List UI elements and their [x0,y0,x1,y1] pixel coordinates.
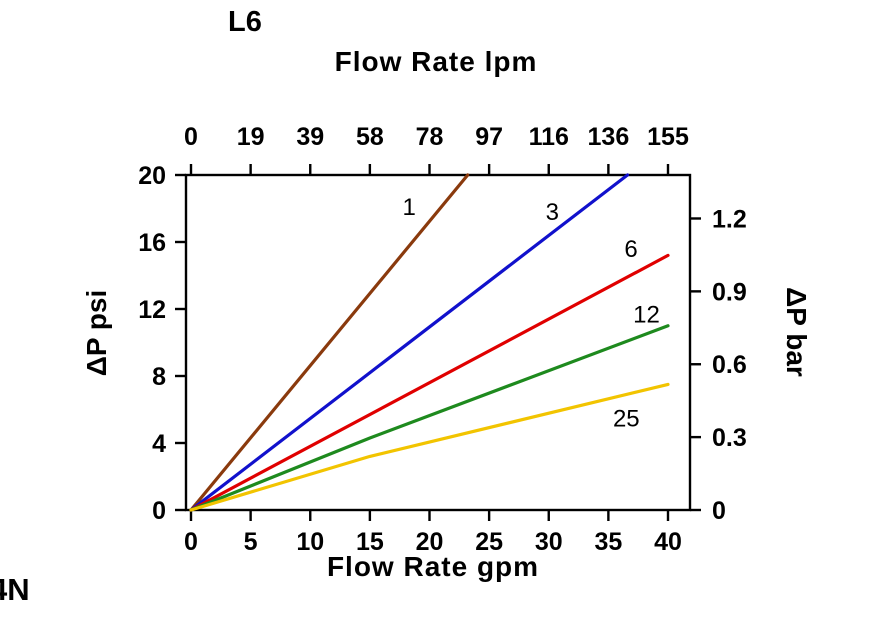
left-axis-tick-label: 20 [138,162,166,190]
bottom-axis-tick-label: 10 [296,528,324,556]
top-axis-tick-label: 116 [529,123,569,151]
series-line-1 [189,173,470,512]
top-axis-tick-label: 19 [237,123,265,151]
right-axis-tick-label: 1.2 [712,205,747,233]
series-label-25: 25 [613,405,640,432]
right-axis-tick-label: 0.6 [712,351,747,379]
series-label-1: 1 [403,194,416,221]
bottom-axis-tick-label: 35 [594,528,622,556]
top-axis-tick-label: 97 [475,123,503,151]
series-label-6: 6 [624,236,637,263]
bottom-axis-tick-label: 5 [244,528,258,556]
right-axis-tick-label: 0.3 [712,424,747,452]
bottom-axis-tick-label: 30 [535,528,563,556]
left-axis-tick-label: 4 [152,430,166,458]
series-line-6 [189,253,670,512]
top-axis-tick-label: 0 [184,123,198,151]
top-axis-tick-label: 155 [647,123,689,151]
left-axis-tick-label: 16 [138,229,166,257]
top-axis-tick-label: 78 [416,123,444,151]
right-axis-tick-label: 0.9 [712,278,747,306]
bottom-axis-tick-label: 0 [184,528,198,556]
left-axis-tick-label: 0 [152,497,166,525]
series-line-25 [189,382,670,512]
chart-title: L6 [228,6,262,38]
top-axis-tick-label: 58 [356,123,384,151]
bottom-axis-tick-label: 20 [416,528,444,556]
plot-border [184,173,692,512]
bottom-axis-tick-label: 25 [475,528,503,556]
bottom-axis-tick-label: 15 [356,528,384,556]
bottom-axis-tick-label: 40 [654,528,682,556]
series-label-12: 12 [633,301,660,328]
top-axis-tick-label: 136 [588,123,630,151]
right-axis-tick-label: 0 [712,497,726,525]
corner-text: 4N [0,572,30,607]
series-line-12 [189,324,670,512]
top-axis-tick-label: 39 [296,123,324,151]
left-axis-tick-label: 8 [152,363,166,391]
left-axis-tick-label: 12 [138,296,166,324]
bottom-axis-title: Flow Rate gpm [326,551,540,582]
top-axis-title: Flow Rate lpm [334,46,538,77]
series-line-3 [189,173,630,512]
series-label-3: 3 [546,199,559,226]
